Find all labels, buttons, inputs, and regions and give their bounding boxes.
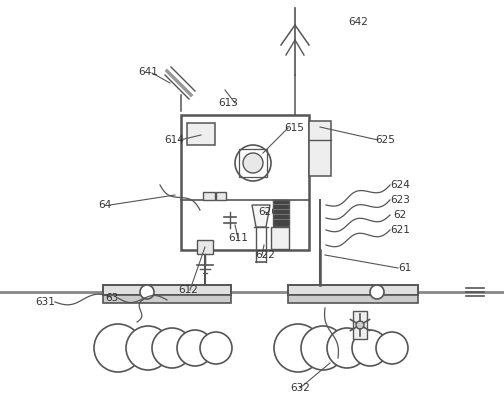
Circle shape — [243, 153, 263, 173]
Text: 632: 632 — [290, 383, 310, 393]
Text: 625: 625 — [375, 135, 395, 145]
Circle shape — [370, 285, 384, 299]
Bar — [187, 123, 215, 145]
Text: 61: 61 — [398, 263, 412, 273]
Bar — [288, 295, 418, 303]
Text: 611: 611 — [228, 233, 248, 243]
Polygon shape — [252, 205, 270, 227]
Text: 623: 623 — [390, 195, 410, 205]
Text: 622: 622 — [255, 250, 275, 260]
Text: 615: 615 — [284, 123, 304, 133]
Bar — [197, 240, 213, 254]
Circle shape — [177, 330, 213, 366]
Bar — [271, 227, 289, 249]
Text: 631: 631 — [35, 297, 55, 307]
Text: 642: 642 — [348, 17, 368, 27]
Bar — [103, 295, 231, 303]
Circle shape — [126, 326, 170, 370]
Text: 641: 641 — [138, 67, 158, 77]
Text: 62: 62 — [394, 210, 407, 220]
Text: 624: 624 — [390, 180, 410, 190]
Text: 613: 613 — [218, 98, 238, 108]
Circle shape — [356, 321, 364, 329]
Circle shape — [235, 145, 271, 181]
Circle shape — [94, 324, 142, 372]
Bar — [353, 311, 367, 339]
Bar — [309, 121, 331, 176]
Circle shape — [152, 328, 192, 368]
Circle shape — [352, 330, 388, 366]
Text: 63: 63 — [105, 293, 118, 303]
Circle shape — [274, 324, 322, 372]
Text: 621: 621 — [390, 225, 410, 235]
Text: 614: 614 — [164, 135, 184, 145]
Text: 64: 64 — [98, 200, 111, 210]
Bar — [216, 192, 226, 200]
Circle shape — [140, 285, 154, 299]
Bar — [239, 149, 267, 177]
Bar — [288, 285, 418, 295]
Circle shape — [327, 328, 367, 368]
Text: 612: 612 — [178, 285, 198, 295]
Bar — [103, 285, 231, 295]
Text: 626: 626 — [258, 207, 278, 217]
Bar — [203, 192, 215, 200]
Bar — [273, 200, 289, 226]
Circle shape — [376, 332, 408, 364]
Circle shape — [200, 332, 232, 364]
Bar — [181, 115, 309, 250]
Circle shape — [301, 326, 345, 370]
